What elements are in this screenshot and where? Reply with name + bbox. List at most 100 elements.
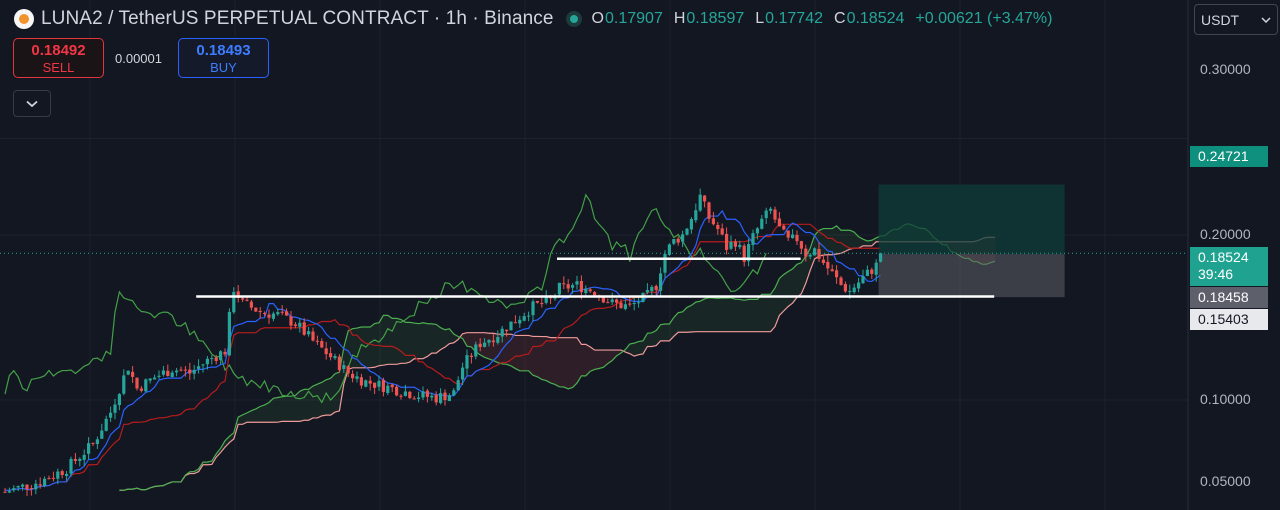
- candle-body: [619, 302, 623, 309]
- candle-body: [817, 248, 821, 259]
- candle-body: [87, 443, 91, 454]
- candle-body: [342, 365, 346, 369]
- stop-price-badge: 0.15403: [1190, 309, 1268, 330]
- kumo-cloud-segment: [731, 297, 736, 332]
- candle-body: [254, 307, 258, 312]
- kumo-cloud-segment: [709, 297, 714, 332]
- spread-value: 0.00001: [115, 51, 162, 66]
- kumo-cloud-segment: [242, 412, 247, 425]
- candle-body: [16, 486, 20, 488]
- candle-body: [161, 370, 165, 375]
- candle-body: [443, 392, 447, 401]
- candle-body: [667, 244, 671, 255]
- kumo-cloud-segment: [775, 278, 780, 327]
- kumo-cloud-segment: [480, 332, 485, 358]
- candle-body: [738, 244, 742, 248]
- last-price: 0.18524: [1198, 249, 1249, 265]
- candle-body: [804, 248, 808, 257]
- candle-body: [540, 303, 544, 305]
- kumo-cloud-segment: [647, 332, 652, 347]
- candle-body: [236, 291, 240, 299]
- kumo-cloud-segment: [484, 332, 489, 359]
- kumo-cloud-segment: [858, 236, 863, 249]
- sell-button[interactable]: 0.18492 SELL: [13, 38, 104, 78]
- kumo-cloud-segment: [361, 327, 366, 368]
- kumo-cloud-segment: [352, 328, 357, 368]
- candle-body: [698, 194, 702, 211]
- candle-body: [799, 241, 803, 249]
- candle-body: [848, 290, 852, 292]
- candle-body: [610, 299, 614, 303]
- candle-body: [676, 238, 680, 243]
- kumo-cloud-segment: [783, 271, 789, 311]
- candle-body: [685, 228, 689, 235]
- chart-header: LUNA2 / TetherUS PERPETUAL CONTRACT · 1h…: [14, 7, 1063, 31]
- currency-select[interactable]: USDT: [1194, 4, 1278, 35]
- candle-body: [826, 261, 830, 269]
- candle-body: [267, 314, 271, 318]
- candle-body: [865, 269, 869, 276]
- candle-body: [315, 340, 319, 342]
- kumo-cloud-segment: [687, 305, 692, 333]
- kumo-cloud-segment: [264, 402, 269, 423]
- candle-body: [100, 430, 104, 439]
- kumo-cloud-segment: [581, 344, 586, 376]
- candle-body: [575, 281, 579, 285]
- candle-body: [3, 491, 7, 493]
- candle-body: [25, 484, 29, 490]
- candle-body: [69, 458, 73, 474]
- kumo-cloud-segment: [396, 318, 401, 365]
- kumo-cloud-segment: [401, 319, 406, 364]
- kumo-cloud-segment: [634, 341, 639, 357]
- candle-body: [751, 233, 755, 245]
- candle-body: [201, 364, 205, 366]
- symbol-title[interactable]: LUNA2 / TetherUS PERPETUAL CONTRACT · 1h…: [41, 8, 554, 29]
- candle-body: [157, 375, 161, 377]
- candle-body: [139, 388, 143, 391]
- sell-label: SELL: [42, 60, 75, 75]
- candle-body: [373, 382, 377, 388]
- candle-body: [835, 270, 839, 278]
- collapse-button[interactable]: [13, 90, 51, 117]
- senkou-span-a-line: [119, 223, 996, 491]
- candle-body: [311, 331, 315, 341]
- candle-body: [456, 380, 460, 391]
- candle-body: [672, 239, 676, 244]
- currency-value: USDT: [1201, 11, 1240, 28]
- entry-price-badge: 0.18458: [1190, 287, 1268, 308]
- candle-body: [663, 253, 667, 273]
- candle-body: [131, 371, 135, 377]
- candle-body: [535, 300, 539, 303]
- close-key: C: [834, 10, 846, 27]
- candle-body: [183, 369, 187, 371]
- buy-button[interactable]: 0.18493 BUY: [178, 38, 269, 78]
- candle-body: [474, 344, 478, 357]
- candle-body: [857, 282, 861, 289]
- kumo-cloud-segment: [572, 337, 577, 388]
- candle-body: [769, 208, 773, 211]
- candle-body: [144, 379, 148, 392]
- chevron-down-icon: [26, 100, 38, 107]
- kumo-cloud-segment: [269, 398, 274, 423]
- candle-body: [227, 311, 231, 356]
- candle-body: [861, 276, 865, 284]
- candle-body: [725, 233, 729, 250]
- kumo-cloud-segment: [409, 322, 415, 363]
- candle-body: [469, 355, 473, 357]
- candle-body: [117, 394, 121, 406]
- candle-body: [711, 218, 715, 225]
- candle-body: [302, 322, 306, 335]
- candle-body: [478, 343, 482, 348]
- candle-body: [839, 277, 843, 285]
- candle-body: [703, 195, 707, 202]
- kumo-cloud-segment: [625, 344, 630, 354]
- kumo-cloud-segment: [695, 301, 701, 332]
- last-price-badge: 0.18524 39:46: [1190, 247, 1268, 286]
- candle-body: [452, 390, 456, 396]
- kumo-cloud-segment: [365, 327, 371, 368]
- candle-body: [408, 391, 412, 398]
- kumo-cloud-segment: [537, 336, 542, 380]
- candle-body: [192, 369, 196, 374]
- candle-body: [359, 377, 363, 386]
